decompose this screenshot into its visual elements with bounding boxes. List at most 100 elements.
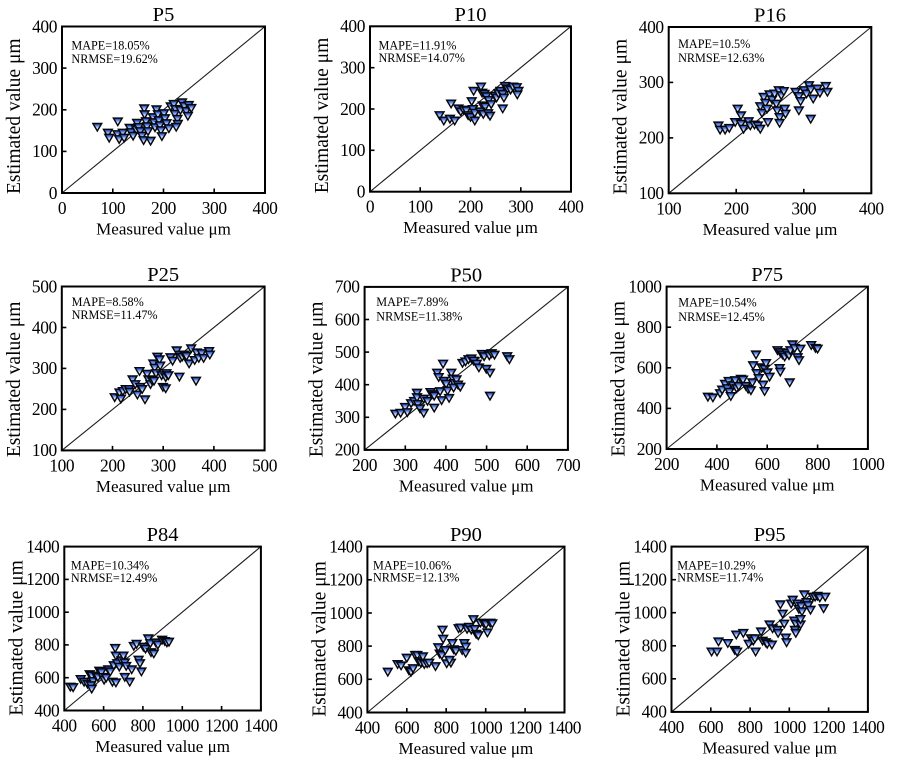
svg-text:NRMSE=12.49%: NRMSE=12.49% [71,571,157,585]
svg-text:200: 200 [100,455,126,475]
svg-text:600: 600 [335,309,361,329]
svg-text:P95: P95 [754,524,786,546]
svg-text:600: 600 [637,358,663,378]
svg-text:1200: 1200 [205,716,239,736]
svg-text:800: 800 [338,636,364,656]
svg-text:MAPE=10.06%: MAPE=10.06% [373,558,451,572]
svg-text:P16: P16 [754,5,786,27]
svg-text:Measured value μm: Measured value μm [700,476,835,495]
svg-text:400: 400 [659,717,685,737]
svg-text:1200: 1200 [633,570,667,590]
svg-text:300: 300 [202,198,228,218]
svg-text:200: 200 [32,399,58,419]
svg-text:800: 800 [642,636,668,656]
svg-text:P75: P75 [751,264,783,286]
svg-text:400: 400 [32,16,58,36]
svg-text:Measured value μm: Measured value μm [399,739,534,758]
svg-text:200: 200 [724,198,750,218]
svg-text:Measured value μm: Measured value μm [95,737,230,756]
svg-text:500: 500 [32,276,58,296]
svg-text:NRMSE=12.63%: NRMSE=12.63% [678,51,764,65]
svg-text:100: 100 [340,140,366,160]
svg-text:P50: P50 [450,264,482,286]
svg-text:400: 400 [52,716,78,736]
svg-text:0: 0 [366,197,375,217]
svg-text:300: 300 [393,455,419,475]
svg-text:400: 400 [433,455,459,475]
svg-text:1400: 1400 [851,717,885,737]
svg-text:400: 400 [639,17,665,37]
svg-text:600: 600 [642,669,668,689]
svg-text:0: 0 [357,182,366,202]
svg-text:MAPE=10.54%: MAPE=10.54% [678,296,756,310]
svg-text:1000: 1000 [166,716,200,736]
svg-text:300: 300 [791,198,817,218]
svg-text:NRMSE=12.45%: NRMSE=12.45% [678,310,764,324]
svg-text:400: 400 [355,718,381,738]
svg-text:1400: 1400 [329,536,363,556]
svg-text:Measured value μm: Measured value μm [403,218,538,237]
svg-text:MAPE=7.89%: MAPE=7.89% [376,295,448,309]
svg-text:600: 600 [698,717,724,737]
svg-text:Estimated value μm: Estimated value μm [4,302,25,458]
svg-text:200: 200 [637,439,663,459]
svg-text:P10: P10 [455,4,487,26]
svg-text:800: 800 [130,716,156,736]
svg-text:MAPE=18.05%: MAPE=18.05% [71,39,149,53]
svg-text:700: 700 [335,277,361,297]
svg-text:600: 600 [394,718,420,738]
svg-text:200: 200 [352,455,378,475]
svg-text:Estimated value μm: Estimated value μm [6,560,27,716]
svg-text:200: 200 [639,128,665,148]
svg-text:400: 400 [704,454,730,474]
svg-text:1200: 1200 [812,717,846,737]
svg-text:100: 100 [49,455,75,475]
svg-text:600: 600 [515,455,541,475]
svg-text:1000: 1000 [628,276,662,296]
svg-text:1000: 1000 [469,718,503,738]
svg-text:1200: 1200 [509,718,543,738]
svg-text:1400: 1400 [244,716,278,736]
svg-text:NRMSE=11.47%: NRMSE=11.47% [72,308,158,322]
svg-text:MAPE=11.91%: MAPE=11.91% [379,39,457,53]
svg-text:1000: 1000 [633,603,667,623]
svg-text:1000: 1000 [851,454,885,474]
svg-text:700: 700 [555,455,581,475]
svg-text:Estimated value μm: Estimated value μm [312,38,333,194]
svg-text:Estimated value μm: Estimated value μm [307,302,328,458]
svg-text:200: 200 [654,454,680,474]
svg-text:300: 300 [639,72,665,92]
svg-text:400: 400 [859,198,885,218]
svg-text:1400: 1400 [548,718,582,738]
svg-text:Measured value μm: Measured value μm [399,476,534,495]
svg-text:0: 0 [49,183,58,203]
svg-text:400: 400 [335,375,361,395]
svg-text:300: 300 [32,58,58,78]
svg-text:Estimated value μm: Estimated value μm [611,39,632,195]
svg-text:400: 400 [637,398,663,418]
svg-text:800: 800 [738,717,764,737]
svg-text:100: 100 [408,197,434,217]
svg-text:200: 200 [32,100,58,120]
svg-text:P90: P90 [450,524,482,546]
svg-text:1400: 1400 [633,536,667,556]
svg-text:800: 800 [637,317,663,337]
svg-text:MAPE=8.58%: MAPE=8.58% [72,295,144,309]
svg-text:NRMSE=14.07%: NRMSE=14.07% [379,51,465,65]
svg-text:Measured value μm: Measured value μm [96,220,231,239]
svg-text:800: 800 [805,454,831,474]
svg-text:100: 100 [656,198,682,218]
svg-text:500: 500 [252,455,278,475]
svg-text:Measured value μm: Measured value μm [703,220,838,239]
svg-text:500: 500 [474,455,500,475]
svg-text:NRMSE=11.74%: NRMSE=11.74% [677,571,763,585]
svg-text:300: 300 [508,197,534,217]
svg-text:MAPE=10.29%: MAPE=10.29% [677,558,755,572]
svg-text:100: 100 [639,183,665,203]
svg-text:600: 600 [34,668,60,688]
svg-text:200: 200 [335,440,361,460]
svg-text:1200: 1200 [26,569,60,589]
svg-text:100: 100 [32,141,58,161]
svg-text:300: 300 [335,407,361,427]
svg-text:NRMSE=12.13%: NRMSE=12.13% [373,571,459,585]
